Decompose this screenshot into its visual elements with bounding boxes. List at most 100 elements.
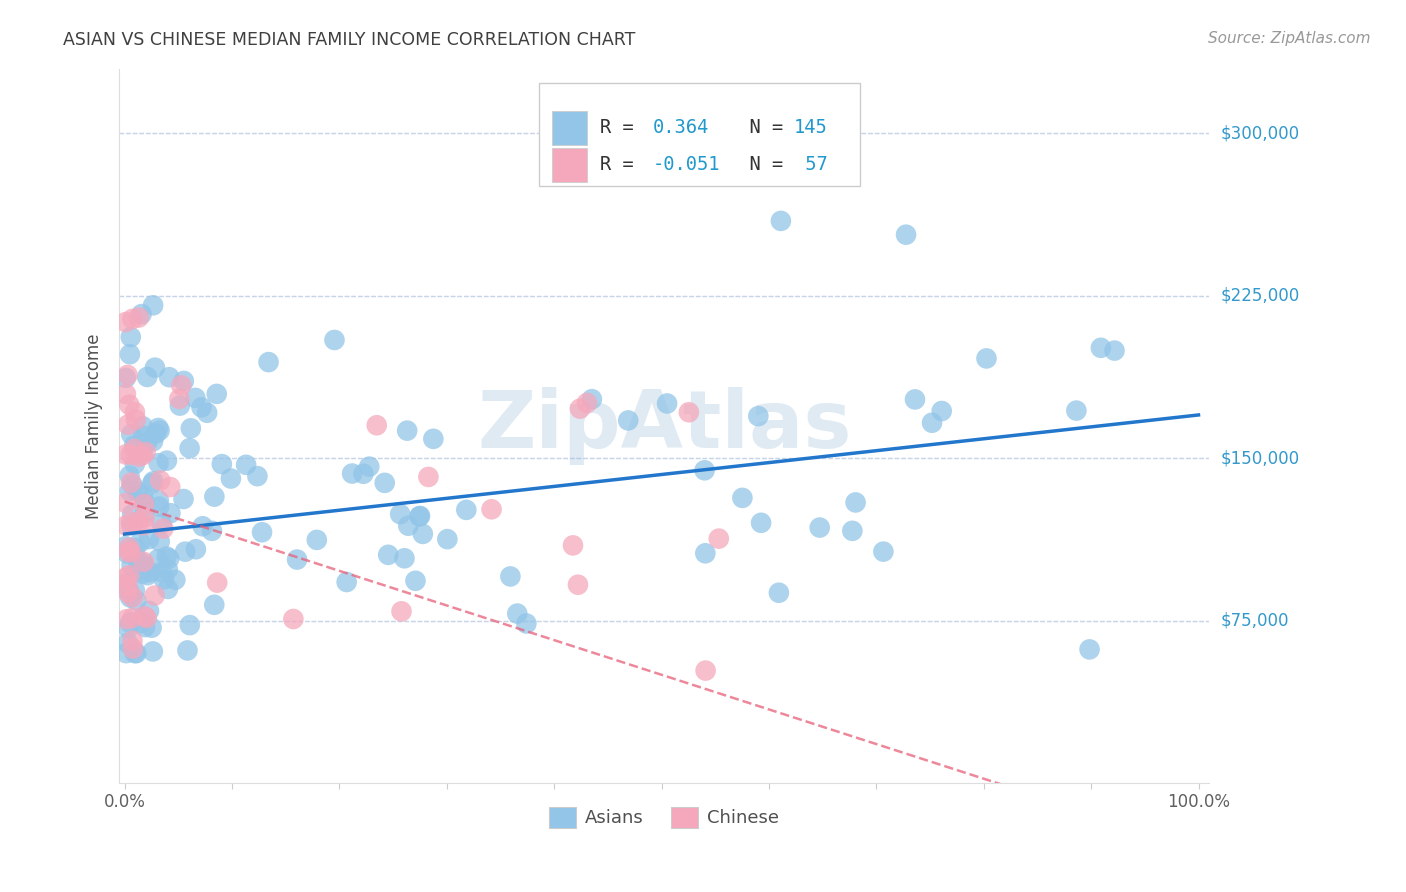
- Point: [150, 516, 173, 531]
- Point: [118, 347, 141, 361]
- Point: [122, 438, 145, 452]
- Point: [132, 610, 155, 624]
- Text: 145: 145: [794, 119, 828, 137]
- Point: [128, 450, 150, 464]
- Point: [191, 519, 214, 533]
- Point: [124, 442, 146, 456]
- Point: [169, 399, 191, 413]
- Point: [201, 524, 224, 538]
- Point: [146, 552, 169, 566]
- Point: [120, 545, 142, 559]
- Point: [184, 542, 207, 557]
- Point: [396, 518, 419, 533]
- Point: [124, 405, 146, 419]
- Point: [141, 476, 163, 491]
- Point: [567, 578, 589, 592]
- Point: [122, 590, 145, 604]
- Point: [121, 478, 143, 492]
- Point: [396, 424, 419, 438]
- Point: [118, 584, 141, 599]
- Point: [148, 456, 170, 470]
- Point: [141, 621, 163, 635]
- Point: [129, 535, 152, 549]
- Point: [246, 469, 269, 483]
- Point: [149, 424, 172, 438]
- Point: [617, 413, 640, 427]
- Point: [422, 432, 444, 446]
- Point: [120, 330, 142, 344]
- Point: [340, 467, 363, 481]
- Point: [768, 586, 790, 600]
- Point: [122, 641, 145, 656]
- Point: [515, 616, 537, 631]
- Point: [127, 552, 149, 566]
- Point: [114, 539, 136, 553]
- Point: [117, 585, 139, 599]
- Point: [394, 551, 416, 566]
- Point: [117, 547, 139, 561]
- Text: $75,000: $75,000: [1220, 612, 1289, 630]
- Text: R =: R =: [600, 155, 645, 175]
- Point: [202, 490, 225, 504]
- Point: [134, 506, 156, 520]
- Point: [769, 214, 792, 228]
- Point: [114, 315, 136, 329]
- Point: [148, 500, 170, 514]
- Point: [695, 664, 717, 678]
- Point: [152, 522, 174, 536]
- Point: [150, 566, 173, 580]
- Point: [408, 509, 430, 524]
- Point: [117, 579, 139, 593]
- Point: [132, 489, 155, 503]
- Point: [115, 387, 138, 401]
- Point: [250, 525, 273, 540]
- Point: [747, 409, 769, 424]
- Point: [285, 552, 308, 566]
- Point: [581, 392, 603, 407]
- Point: [202, 598, 225, 612]
- Legend: Asians, Chinese: Asians, Chinese: [541, 799, 786, 835]
- Point: [655, 396, 678, 410]
- Point: [336, 574, 359, 589]
- Bar: [553, 111, 586, 145]
- Point: [179, 441, 201, 455]
- Point: [149, 534, 172, 549]
- Text: $300,000: $300,000: [1220, 125, 1299, 143]
- Point: [731, 491, 754, 505]
- Point: [121, 547, 143, 561]
- Point: [125, 646, 148, 660]
- Text: N =: N =: [727, 155, 794, 175]
- Point: [305, 533, 328, 547]
- Point: [121, 518, 143, 533]
- Point: [359, 459, 381, 474]
- Point: [205, 575, 228, 590]
- Point: [142, 298, 165, 312]
- Point: [1090, 341, 1112, 355]
- Point: [366, 418, 388, 433]
- Point: [124, 646, 146, 660]
- Point: [118, 468, 141, 483]
- Point: [131, 566, 153, 581]
- Point: [499, 569, 522, 583]
- Point: [114, 371, 136, 385]
- Point: [132, 497, 155, 511]
- Point: [115, 612, 138, 626]
- Point: [132, 518, 155, 533]
- Point: [845, 495, 868, 509]
- Point: [124, 583, 146, 598]
- Point: [569, 401, 592, 416]
- Point: [405, 574, 427, 588]
- Text: ASIAN VS CHINESE MEDIAN FAMILY INCOME CORRELATION CHART: ASIAN VS CHINESE MEDIAN FAMILY INCOME CO…: [63, 31, 636, 49]
- Text: R =: R =: [600, 119, 645, 137]
- Point: [118, 541, 141, 555]
- Point: [132, 428, 155, 442]
- Point: [135, 611, 157, 625]
- Point: [120, 448, 142, 462]
- Point: [156, 549, 179, 564]
- Point: [352, 467, 374, 481]
- Point: [125, 564, 148, 578]
- Point: [1104, 343, 1126, 358]
- Point: [124, 541, 146, 555]
- Point: [173, 491, 195, 506]
- FancyBboxPatch shape: [538, 83, 860, 186]
